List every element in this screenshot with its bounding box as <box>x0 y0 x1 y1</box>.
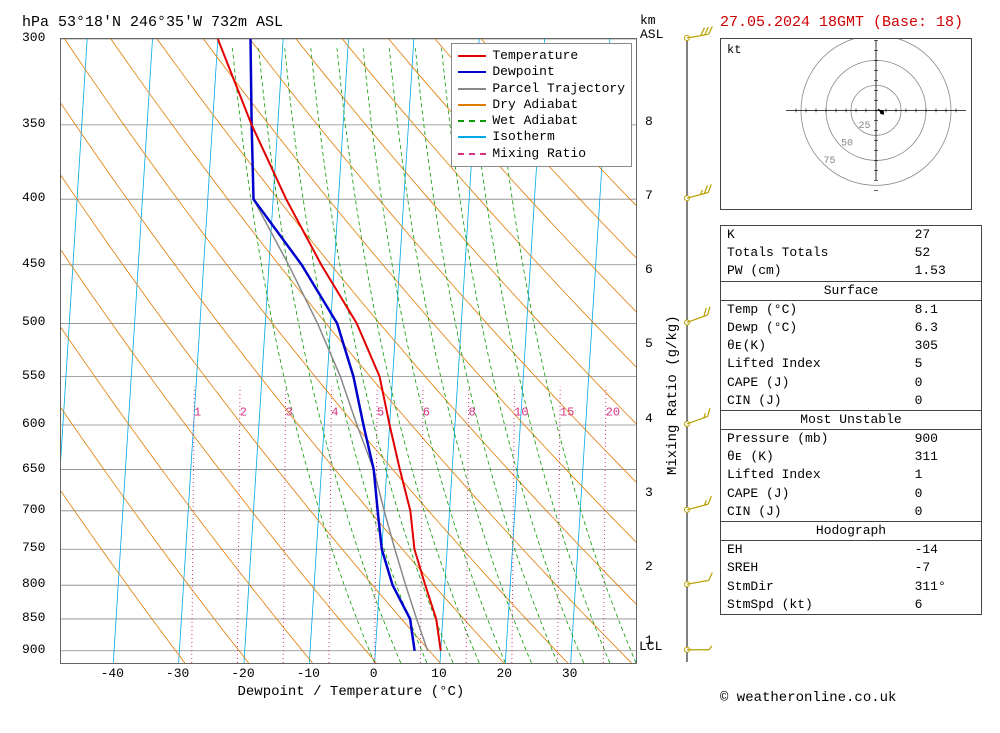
legend-item: Parcel Trajectory <box>458 81 625 97</box>
title-km: km ASL <box>640 14 663 43</box>
y-tick: 700 <box>22 502 45 517</box>
y-tick: 300 <box>22 30 45 45</box>
y-tick: 850 <box>22 610 45 625</box>
skewt-container: hPa 53°18'N 246°35'W 732m ASL km ASL 27.… <box>0 0 1000 733</box>
y-tick: 800 <box>22 576 45 591</box>
panel-row: θᴇ (K)311 <box>721 448 981 466</box>
legend-label: Temperature <box>492 48 578 64</box>
y-tick: 550 <box>22 368 45 383</box>
legend-swatch <box>458 153 486 155</box>
legend-swatch <box>458 104 486 106</box>
x-tick: 20 <box>489 666 519 681</box>
panel-row: CAPE (J)0 <box>721 485 981 503</box>
svg-text:3: 3 <box>285 406 292 420</box>
y-tick: 900 <box>22 642 45 657</box>
km-tick: 6 <box>645 262 653 277</box>
x-tick: -20 <box>228 666 258 681</box>
panel-row: SREH-7 <box>721 559 981 577</box>
hodograph: kt 25 50 75 <box>720 38 972 210</box>
legend-item: Wet Adiabat <box>458 113 625 129</box>
panel-row: θᴇ(K)305 <box>721 337 981 355</box>
legend: TemperatureDewpointParcel TrajectoryDry … <box>451 43 632 167</box>
svg-text:75: 75 <box>824 156 836 167</box>
panel-section-header: Hodograph <box>721 522 981 541</box>
panel-row: EH-14 <box>721 541 981 560</box>
indices-panel: K27Totals Totals52PW (cm)1.53SurfaceTemp… <box>720 225 982 615</box>
legend-item: Dry Adiabat <box>458 97 625 113</box>
km-tick: 3 <box>645 485 653 500</box>
skewt-chart: 123456810152025 TemperatureDewpointParce… <box>60 38 637 664</box>
legend-swatch <box>458 71 486 73</box>
title-left: hPa 53°18'N 246°35'W 732m ASL <box>22 14 283 31</box>
legend-swatch <box>458 120 486 122</box>
panel-row: Lifted Index1 <box>721 466 981 484</box>
x-tick: 30 <box>555 666 585 681</box>
legend-swatch <box>458 136 486 138</box>
panel-row: PW (cm)1.53 <box>721 262 981 281</box>
panel-row: Dewp (°C)6.3 <box>721 319 981 337</box>
lcl-label: LCL <box>639 639 662 654</box>
panel-row: CIN (J)0 <box>721 392 981 411</box>
x-tick: -40 <box>97 666 127 681</box>
panel-row: Pressure (mb)900 <box>721 430 981 449</box>
panel-row: CAPE (J)0 <box>721 374 981 392</box>
panel-row: StmSpd (kt)6 <box>721 596 981 614</box>
svg-text:5: 5 <box>377 406 384 420</box>
x-axis-label: Dewpoint / Temperature (°C) <box>238 684 465 700</box>
legend-swatch <box>458 55 486 57</box>
y-tick: 350 <box>22 116 45 131</box>
legend-label: Mixing Ratio <box>492 146 586 162</box>
svg-text:8: 8 <box>468 406 475 420</box>
y-tick: 450 <box>22 256 45 271</box>
svg-text:15: 15 <box>560 406 574 420</box>
panel-row: StmDir311° <box>721 578 981 596</box>
y-tick: 750 <box>22 540 45 555</box>
x-tick: 10 <box>424 666 454 681</box>
legend-label: Dewpoint <box>492 64 554 80</box>
svg-text:4: 4 <box>331 406 338 420</box>
title-date: 27.05.2024 18GMT (Base: 18) <box>720 14 963 31</box>
panel-row: Totals Totals52 <box>721 244 981 262</box>
legend-item: Dewpoint <box>458 64 625 80</box>
panel-row: Temp (°C)8.1 <box>721 300 981 319</box>
panel-section-header: Most Unstable <box>721 410 981 429</box>
km-tick: 4 <box>645 411 653 426</box>
legend-label: Dry Adiabat <box>492 97 578 113</box>
y-tick: 500 <box>22 314 45 329</box>
legend-label: Isotherm <box>492 129 554 145</box>
svg-text:kt: kt <box>727 43 741 57</box>
y-tick: 600 <box>22 416 45 431</box>
svg-text:1: 1 <box>194 406 201 420</box>
svg-text:20: 20 <box>606 406 620 420</box>
km-tick: 8 <box>645 114 653 129</box>
svg-text:6: 6 <box>423 406 430 420</box>
svg-text:25: 25 <box>859 121 871 132</box>
km-tick: 7 <box>645 188 653 203</box>
legend-item: Isotherm <box>458 129 625 145</box>
x-tick: -30 <box>163 666 193 681</box>
y-tick: 650 <box>22 461 45 476</box>
panel-row: Lifted Index5 <box>721 355 981 373</box>
svg-text:10: 10 <box>514 406 528 420</box>
km-tick: 2 <box>645 559 653 574</box>
mr-axis-label: Mixing Ratio (g/kg) <box>665 315 681 475</box>
legend-swatch <box>458 88 486 90</box>
legend-label: Parcel Trajectory <box>492 81 625 97</box>
x-tick: -10 <box>293 666 323 681</box>
legend-item: Mixing Ratio <box>458 146 625 162</box>
panel-row: CIN (J)0 <box>721 503 981 522</box>
panel-row: K27 <box>721 226 981 244</box>
legend-label: Wet Adiabat <box>492 113 578 129</box>
legend-item: Temperature <box>458 48 625 64</box>
copyright: © weatheronline.co.uk <box>720 690 896 706</box>
svg-text:50: 50 <box>841 138 853 149</box>
panel-section-header: Surface <box>721 281 981 300</box>
y-tick: 400 <box>22 190 45 205</box>
svg-text:2: 2 <box>240 406 247 420</box>
x-tick: 0 <box>359 666 389 681</box>
km-tick: 5 <box>645 336 653 351</box>
